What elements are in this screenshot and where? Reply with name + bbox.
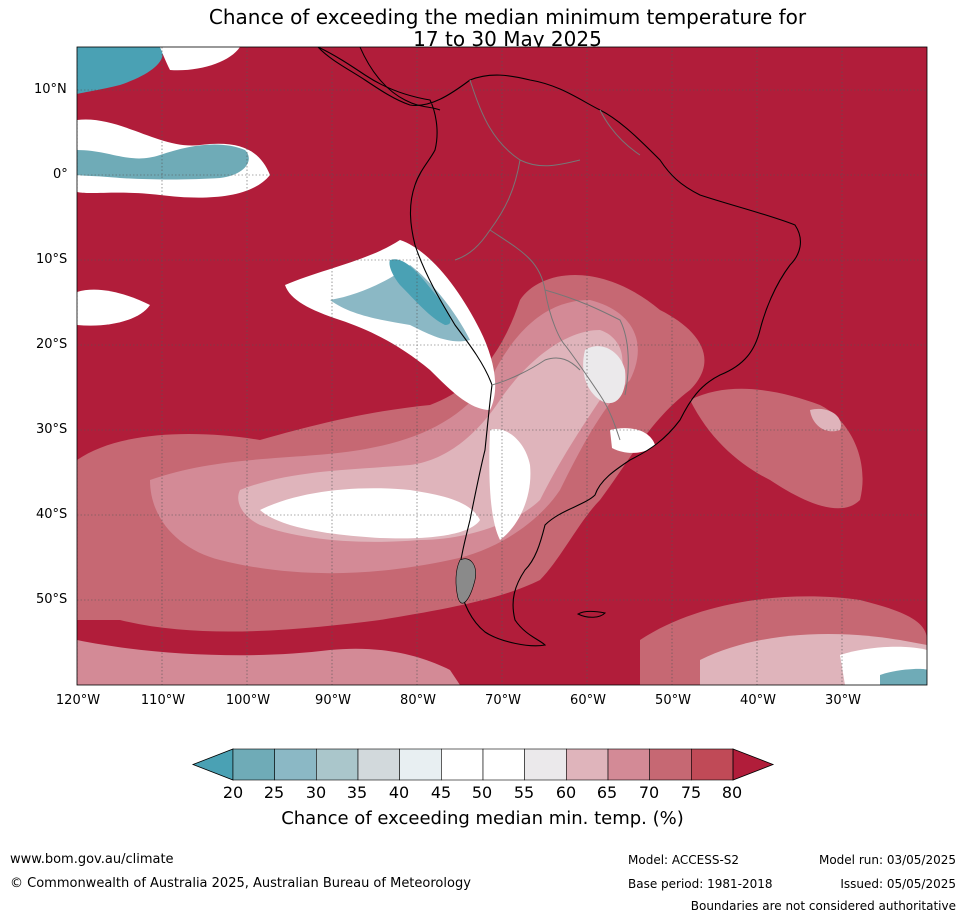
base-period: Base period: 1981-2018	[628, 877, 773, 891]
anomaly-region-northwest-blue	[77, 47, 163, 94]
colorbar-extend-low	[191, 748, 234, 781]
anomaly-region-south-white	[260, 488, 480, 539]
colorbar-swatch	[691, 748, 734, 781]
boundaries-disclaimer: Boundaries are not considered authoritat…	[690, 899, 956, 913]
anomaly-region-peru-white	[285, 240, 496, 410]
model-run-date: Model run: 03/05/2025	[818, 853, 956, 867]
anomaly-region-paraguay-white	[583, 346, 626, 404]
colorbar-tick: 65	[596, 783, 618, 802]
graticule	[77, 47, 927, 685]
colorbar-swatch	[441, 748, 484, 781]
colorbar-swatch	[524, 748, 567, 781]
patagonia-fragments	[455, 558, 476, 604]
colorbar-tick: 60	[555, 783, 577, 802]
lon-label: 40°W	[740, 693, 776, 708]
colorbar-swatch	[316, 748, 359, 781]
lat-label: 30°S	[36, 422, 68, 437]
central-america-coastline	[359, 47, 441, 111]
anomaly-region-uruguay-white	[610, 428, 655, 453]
colorbar-title: Chance of exceeding median min. temp. (%…	[281, 808, 684, 829]
lon-label: 70°W	[485, 693, 521, 708]
anomaly-region-southeast-blue	[880, 668, 927, 685]
lon-label: 50°W	[655, 693, 691, 708]
anomaly-region-chile-white	[489, 429, 531, 540]
colorbar-swatches	[191, 748, 775, 781]
colorbar-tick: 35	[346, 783, 368, 802]
anomaly-region-atlantic-pale	[810, 408, 841, 432]
lon-label: 110°W	[140, 693, 186, 708]
anomaly-region-northwest-white	[160, 47, 240, 71]
colorbar-swatch	[357, 748, 400, 781]
lat-label: 0°	[53, 167, 68, 182]
lat-label: 20°S	[36, 337, 68, 352]
lat-label: 10°N	[34, 82, 67, 97]
map-title-line-1: Chance of exceeding the median minimum t…	[208, 5, 807, 29]
colorbar-swatch	[607, 748, 651, 781]
colorbar-tick: 70	[638, 783, 660, 802]
colorbar-swatch	[399, 748, 442, 781]
colorbar-tick: 80	[721, 783, 743, 802]
lon-label: 80°W	[400, 693, 436, 708]
colorbar-tick: 25	[263, 783, 285, 802]
colorbar-tick: 30	[305, 783, 327, 802]
colorbar-swatch	[566, 748, 609, 781]
lon-label: 60°W	[570, 693, 606, 708]
map-frame	[76, 46, 928, 686]
country-borders	[454, 79, 641, 441]
colorbar-swatch	[482, 748, 525, 781]
lon-label: 90°W	[315, 693, 351, 708]
anomaly-region-west-white	[77, 289, 150, 326]
falkland-islands	[576, 610, 607, 618]
colorbar-swatch	[649, 748, 692, 781]
colorbar-tick: 55	[513, 783, 535, 802]
colorbar	[191, 748, 775, 781]
colorbar-swatch	[232, 748, 275, 781]
colorbar-tick: 45	[430, 783, 452, 802]
map-title-line-2: 17 to 30 May 2025	[413, 27, 602, 51]
colorbar-tick: 20	[222, 783, 244, 802]
lat-label: 10°S	[36, 252, 68, 267]
issued-date: Issued: 05/05/2025	[840, 877, 956, 891]
colorbar-tick: 50	[471, 783, 493, 802]
lon-label: 30°W	[825, 693, 861, 708]
colorbar-tick: 75	[680, 783, 702, 802]
anomaly-region-equator-blue	[77, 144, 249, 180]
copyright-notice: © Commonwealth of Australia 2025, Austra…	[10, 876, 471, 891]
anomaly-region-pacific-southwest-pink	[77, 640, 460, 685]
lat-label: 40°S	[36, 507, 68, 522]
website-link[interactable]: www.bom.gov.au/climate	[10, 852, 174, 867]
anomaly-region-peru-blue	[330, 265, 470, 342]
colorbar-tick: 40	[388, 783, 410, 802]
lat-label: 50°S	[36, 592, 68, 607]
colorbar-extend-high	[732, 748, 775, 781]
lon-label: 100°W	[225, 693, 271, 708]
lon-label: 120°W	[55, 693, 101, 708]
anomaly-region-peru-blue-core	[389, 259, 451, 325]
model-info: Model: ACCESS-S2	[628, 853, 740, 867]
colorbar-swatch	[274, 748, 317, 781]
